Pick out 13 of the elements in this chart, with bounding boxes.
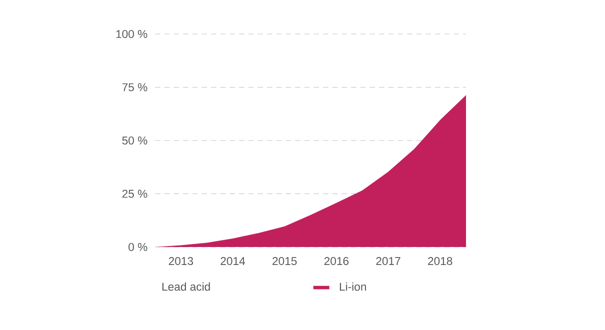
legend-label: Li-ion bbox=[340, 282, 366, 291]
y-tick-label: 50 % bbox=[122, 136, 148, 145]
y-tick-label: 0 % bbox=[128, 243, 148, 252]
x-tick-label: 2018 bbox=[428, 257, 452, 266]
y-tick-label: 75 % bbox=[122, 83, 148, 92]
text: Lead acid bbox=[162, 282, 210, 291]
y-tick-label: 100 % bbox=[116, 30, 148, 38]
x-tick-label: 2016 bbox=[324, 257, 349, 266]
x-tick-label: 2017 bbox=[376, 257, 400, 266]
x-tick-label: 2014 bbox=[220, 257, 246, 266]
y-tick-label: 25 % bbox=[122, 190, 148, 198]
x-tick-label: 2013 bbox=[168, 257, 194, 266]
x-tick-label: 2015 bbox=[272, 257, 297, 266]
